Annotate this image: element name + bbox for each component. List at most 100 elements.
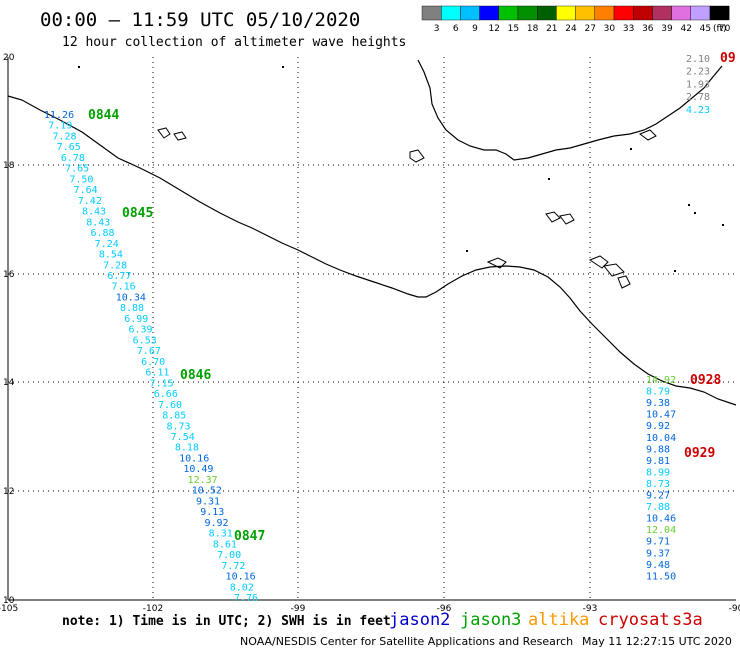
- swh-value-west: 7.64: [74, 185, 98, 196]
- colorbar-tick-label: 45: [700, 24, 711, 34]
- swh-value-west: 9.13: [200, 507, 224, 518]
- swh-value-ne: 2.78: [686, 92, 710, 103]
- swh-value-east: 10.47: [646, 410, 676, 421]
- swh-value-west: 7.15: [150, 378, 174, 389]
- colorbar-swatch: [441, 5, 461, 21]
- colorbar-unit: (ft): [713, 24, 727, 34]
- swh-value-west: 7.65: [65, 164, 89, 175]
- swh-value-west: 7.28: [52, 131, 76, 142]
- swh-value-west: 6.39: [128, 325, 152, 336]
- footer-timestamp: May 11 12:27:15 UTC 2020: [582, 635, 732, 648]
- satellite-legend: jason2 jason3 altika cryosat s3a: [389, 610, 703, 630]
- island-outline: [173, 131, 187, 141]
- swh-value-west: 8.43: [86, 217, 110, 228]
- longitude-tick-label: -99: [291, 604, 306, 614]
- island-outline: [559, 213, 575, 225]
- swh-value-east: 9.37: [646, 548, 670, 559]
- swh-value-west: 12.37: [188, 475, 218, 486]
- colorbar-swatch: [575, 5, 595, 21]
- legend-altika: altika: [528, 610, 589, 630]
- pass-time-label: 0846: [180, 368, 211, 383]
- swh-value-east: 9.88: [646, 444, 670, 455]
- swh-value-west: 6.88: [90, 228, 114, 239]
- colorbar-tick-label: 42: [680, 24, 691, 34]
- swh-value-west: 7.67: [137, 346, 161, 357]
- latitude-tick-label: 14: [3, 378, 15, 388]
- pass-time-label: 0929: [684, 446, 715, 461]
- latitude-tick-label: 20: [3, 53, 15, 63]
- colorbar-tick-label: 15: [508, 24, 519, 34]
- swh-value-east: 9.27: [646, 491, 670, 502]
- swh-value-east: 10.04: [646, 433, 676, 444]
- swh-value-east: 8.99: [646, 467, 670, 478]
- island-outline: [545, 211, 561, 223]
- colorbar-swatch: [613, 5, 634, 21]
- swh-value-east: 9.48: [646, 560, 670, 571]
- swh-value-west: 8.18: [175, 443, 199, 454]
- colorbar-swatch: [498, 5, 519, 21]
- swh-value-east: 7.88: [646, 502, 670, 513]
- island-dot: [282, 66, 284, 68]
- swh-value-west: 6.99: [124, 314, 148, 325]
- swh-value-west: 7.76: [234, 593, 258, 604]
- swh-value-west: 7.28: [103, 260, 127, 271]
- swh-value-west: 7.60: [158, 400, 182, 411]
- island-outline: [588, 255, 609, 269]
- swh-value-west: 7.16: [112, 282, 136, 293]
- swh-value-west: 8.88: [120, 303, 144, 314]
- coastline: [7, 59, 737, 406]
- footer-note: note: 1) Time is in UTC; 2) SWH is in fe…: [62, 614, 391, 629]
- swh-value-ne: 2.23: [686, 67, 710, 78]
- swh-value-west: 7.00: [217, 550, 241, 561]
- swh-value-west: 10.52: [192, 486, 222, 497]
- island-outline: [409, 149, 425, 163]
- swh-value-west: 7.65: [57, 142, 81, 153]
- colorbar-swatch: [671, 5, 691, 21]
- pass-time-label: 09: [720, 51, 736, 66]
- island-outline: [638, 129, 657, 141]
- figure-title: 00:00 – 11:59 UTC 05/10/2020: [40, 9, 360, 31]
- island-dot: [688, 204, 690, 206]
- island-dot: [694, 212, 696, 214]
- swh-value-ne: 2.10: [686, 54, 710, 65]
- colorbar-tick-label: 6: [453, 24, 459, 34]
- colorbar-swatch: [479, 5, 500, 21]
- swh-value-west: 7.54: [171, 432, 195, 443]
- island-dot: [630, 148, 632, 150]
- swh-value-east: 9.38: [646, 398, 670, 409]
- island-dot: [674, 270, 676, 272]
- colorbar-tick-label: 30: [604, 24, 616, 34]
- swh-value-west: 10.16: [179, 453, 209, 464]
- colorbar-swatch: [690, 5, 711, 21]
- lat-lon-grid: [7, 57, 736, 601]
- swh-value-west: 7.42: [78, 196, 102, 207]
- swh-value-west: 8.54: [99, 250, 123, 261]
- swh-value-west: 6.78: [61, 153, 85, 164]
- colorbar-tick-label: 12: [488, 24, 499, 34]
- island-outline: [486, 257, 507, 269]
- swh-value-west: 8.85: [162, 411, 186, 422]
- pass-time-label: 0845: [122, 206, 153, 221]
- swh-value-west: 9.31: [196, 496, 220, 507]
- swh-value-east: 10.46: [646, 514, 676, 525]
- colorbar-swatch: [556, 5, 576, 21]
- altimeter-tracks: 11.267.197.287.656.787.657.507.647.428.4…: [44, 51, 736, 604]
- swh-value-west: 7.19: [48, 121, 72, 132]
- colorbar-swatch: [709, 5, 730, 21]
- swh-value-west: 9.92: [204, 518, 228, 529]
- colorbar-tick-label: 70: [719, 24, 731, 34]
- colorbar-tick-label: 24: [565, 24, 577, 34]
- longitude-tick-label: -93: [583, 604, 598, 614]
- swh-value-west: 8.61: [213, 539, 237, 550]
- colorbar-swatch: [460, 5, 480, 21]
- swh-value-east: 11.50: [646, 571, 676, 582]
- legend-s3a: s3a: [672, 610, 703, 630]
- swh-value-west: 8.02: [230, 582, 254, 593]
- island-dot: [548, 178, 550, 180]
- colorbar-tick-label: 21: [546, 24, 557, 34]
- pass-time-label: 0928: [690, 373, 721, 388]
- swh-value-west: 10.34: [116, 292, 146, 303]
- swh-value-west: 7.50: [69, 174, 93, 185]
